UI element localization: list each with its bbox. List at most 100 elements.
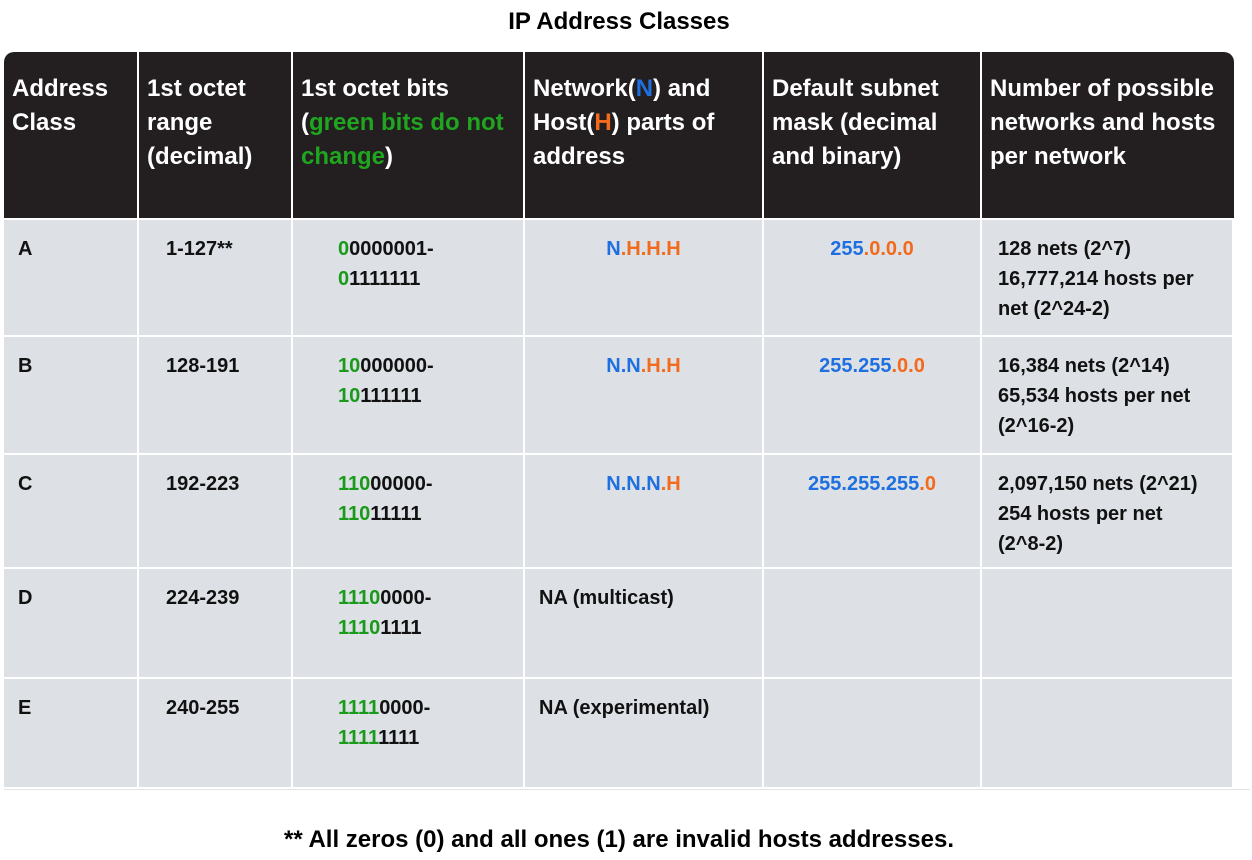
table-cell <box>982 679 1232 787</box>
table-cell: 2,097,150 nets (2^21) 254 hosts per net (2… <box>982 455 1232 567</box>
table-cell: NA (multicast) <box>525 569 762 677</box>
table-cell: E <box>4 679 137 787</box>
cell-line: N.N.H.H <box>525 351 762 381</box>
text-segment: 1111 <box>338 697 380 719</box>
text-segment: 1111 <box>338 727 379 749</box>
text-segment: A <box>18 238 33 260</box>
text-segment: N <box>606 238 621 260</box>
page-title: IP Address Classes <box>508 8 730 35</box>
text-segment: N <box>635 75 654 102</box>
column-header: 1st octet range (decimal) <box>139 52 293 218</box>
cell-line: 254 hosts per net <box>998 499 1232 529</box>
cell-line: 16,777,214 hosts per <box>998 264 1232 294</box>
text-segment: D <box>18 587 33 609</box>
cell-line: 255.255.255.0 <box>764 469 980 499</box>
text-segment: 1111 <box>380 617 422 639</box>
text-segment: 2,097,150 nets (2^21) <box>998 473 1198 495</box>
table-cell: 224-239 <box>139 569 291 677</box>
cell-line: 65,534 hosts per net <box>998 381 1232 411</box>
table-cell: N.N.H.H <box>525 337 762 453</box>
table-cell <box>764 679 980 787</box>
text-segment: 1111 <box>378 727 420 749</box>
text-segment: 16,384 nets (2^14) <box>998 355 1170 377</box>
text-segment: NA (experimental) <box>539 697 710 719</box>
table-cell: 128 nets (2^7) 16,777,214 hosts per net (2… <box>982 220 1232 335</box>
table-cell <box>982 569 1232 677</box>
text-segment: 1-127** <box>166 238 233 260</box>
cell-line: 255.0.0.0 <box>764 234 980 264</box>
table-cell: 1-127** <box>139 220 291 335</box>
text-segment: 1st octet range (decimal) <box>147 75 253 170</box>
table-cell: 11110000- 11111111 <box>293 679 523 787</box>
text-segment: 1110 <box>338 617 381 639</box>
column-header: Default subnet mask (decimal and binary) <box>764 52 982 218</box>
text-segment: Address Class <box>12 75 109 136</box>
text-segment: 255.255 <box>819 355 892 377</box>
text-segment: 128 nets (2^7) <box>998 238 1131 260</box>
cell-line: 240-255 <box>166 693 291 723</box>
table-cell: N.H.H.H <box>525 220 762 335</box>
cell-line: 128-191 <box>166 351 291 381</box>
table-cell: B <box>4 337 137 453</box>
cell-line: 128 nets (2^7) <box>998 234 1232 264</box>
text-segment: 192-223 <box>166 473 240 495</box>
text-segment: 0000- <box>380 587 432 609</box>
text-segment: NA (multicast) <box>539 587 674 609</box>
text-segment: 16,777,214 hosts per <box>998 268 1194 290</box>
text-segment: E <box>18 697 32 719</box>
text-segment: 1st octet bits ( <box>301 75 450 136</box>
text-segment: H <box>594 109 612 136</box>
table-cell: 128-191 <box>139 337 291 453</box>
table-cell: A <box>4 220 137 335</box>
text-segment: .0.0.0 <box>863 238 914 260</box>
column-header: Address Class <box>4 52 139 218</box>
text-segment: green bits do not change <box>301 109 504 170</box>
text-segment: 65,534 hosts per net <box>998 385 1191 407</box>
text-segment: Network( <box>533 75 636 102</box>
text-segment: .H.H <box>640 355 681 377</box>
table-cell: N.N.N.H <box>525 455 762 567</box>
table-cell: 16,384 nets (2^14) 65,534 hosts per net (2… <box>982 337 1232 453</box>
table-cell <box>764 569 980 677</box>
text-segment: 0000- <box>379 697 431 719</box>
cell-line: B <box>18 351 137 381</box>
cell-line: (2^16-2) <box>998 411 1232 441</box>
divider <box>4 789 1250 790</box>
text-segment: C <box>18 473 33 495</box>
cell-line: 11110000- <box>338 693 523 723</box>
text-segment: 255.255.255 <box>808 473 920 495</box>
text-segment: net (2^24-2) <box>998 298 1110 320</box>
cell-line: 11101111 <box>338 613 523 643</box>
cell-line: 10000000- <box>338 351 523 381</box>
table-cell: 11000000- 11011111 <box>293 455 523 567</box>
cell-line: 2,097,150 nets (2^21) <box>998 469 1232 499</box>
table-cell: D <box>4 569 137 677</box>
text-segment: 0000001- <box>349 238 434 260</box>
text-segment: 255 <box>830 238 864 260</box>
cell-line: 16,384 nets (2^14) <box>998 351 1232 381</box>
text-segment: ) and Host( <box>533 75 711 136</box>
text-segment: 0 <box>338 238 350 260</box>
table-cell: 192-223 <box>139 455 291 567</box>
cell-line: E <box>18 693 137 723</box>
text-segment: 240-255 <box>166 697 240 719</box>
table-cell: NA (experimental) <box>525 679 762 787</box>
text-segment: N.N.N <box>606 473 661 495</box>
cell-line: C <box>18 469 137 499</box>
cell-line: NA (experimental) <box>539 693 762 723</box>
cell-line: (2^8-2) <box>998 529 1232 559</box>
text-segment: .0.0 <box>891 355 925 377</box>
text-segment: 224-239 <box>166 587 240 609</box>
cell-line: A <box>18 234 137 264</box>
table-cell: 1110 0000- 11101111 <box>293 569 523 677</box>
text-segment: 128-191 <box>166 355 240 377</box>
table-cell: 10000000- 10111111 <box>293 337 523 453</box>
cell-line: 255.255.0.0 <box>764 351 980 381</box>
text-segment: 0 <box>338 268 350 290</box>
text-segment: .0 <box>919 473 936 495</box>
column-header: Network(N) and Host(H) parts of address <box>525 52 764 218</box>
text-segment: 000000- <box>360 355 434 377</box>
text-segment: 254 hosts per net <box>998 503 1163 525</box>
text-segment: .H <box>660 473 681 495</box>
